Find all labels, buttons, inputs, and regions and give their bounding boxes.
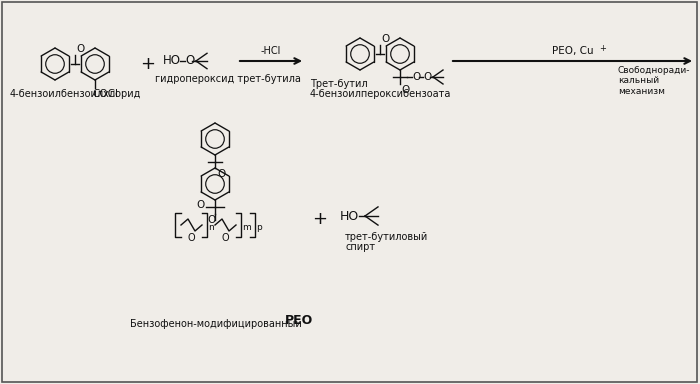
Text: Трет-бутил: Трет-бутил [310,79,368,89]
Text: -HCl: -HCl [261,46,281,56]
Text: O: O [185,55,195,68]
Text: HO: HO [163,55,181,68]
Text: O: O [221,233,229,243]
Text: n: n [208,222,213,232]
Text: O: O [207,215,215,225]
Text: O: O [401,85,410,95]
Text: +: + [312,210,328,228]
Text: +: + [599,44,606,53]
Text: O: O [187,233,195,243]
Text: O: O [423,72,431,82]
Text: HO: HO [340,210,359,222]
Text: COCl: COCl [92,89,118,99]
Text: PEO, Cu: PEO, Cu [552,46,594,56]
Text: спирт: спирт [345,242,375,252]
Text: Бензофенон-модифицированный: Бензофенон-модифицированный [130,319,302,329]
Text: O: O [217,169,225,179]
Text: 4-бензоилбензоилхлорид: 4-бензоилбензоилхлорид [10,89,141,99]
Text: O: O [412,72,420,82]
Text: PEO: PEO [285,314,314,327]
Text: Свободноради-
кальный
механизм: Свободноради- кальный механизм [618,66,690,96]
Text: 4-бензоилпероксибензоата: 4-бензоилпероксибензоата [310,89,452,99]
Text: O: O [197,200,205,210]
Text: m: m [242,222,251,232]
Text: гидропероксид трет-бутила: гидропероксид трет-бутила [155,74,301,84]
Text: O: O [76,44,84,54]
Text: трет-бутиловый: трет-бутиловый [345,232,428,242]
Text: p: p [256,222,262,232]
Text: +: + [141,55,155,73]
Text: O: O [381,34,389,44]
